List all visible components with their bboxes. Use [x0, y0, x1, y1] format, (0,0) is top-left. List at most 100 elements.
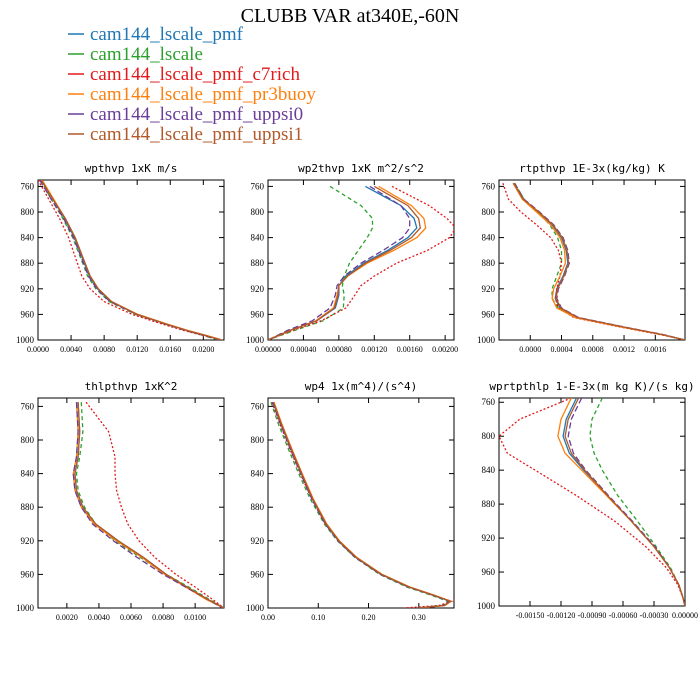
x-tick-label: -0.00030 — [640, 611, 669, 620]
y-tick-label: 760 — [482, 397, 496, 407]
x-tick-label: 0.00000 — [672, 611, 698, 620]
y-tick-label: 760 — [251, 181, 265, 191]
series-line-cam144-lscale-pmf-uppsi1 — [74, 402, 224, 608]
series-line-cam144-lscale — [270, 401, 450, 608]
x-tick-label: 0.0100 — [184, 613, 206, 622]
x-tick-label: 0.00000 — [255, 345, 281, 354]
series-line-cam144-lscale-pmf-c7rich — [502, 182, 685, 340]
y-tick-label: 800 — [482, 431, 496, 441]
y-tick-label: 800 — [482, 207, 496, 217]
series-line-cam144-lscale-pmf-uppsi1 — [272, 401, 452, 608]
y-tick-label: 920 — [21, 536, 35, 546]
panel-title: wprtpthlp 1-E-3x(m kg K)/(s kg) — [489, 380, 694, 393]
y-tick-label: 760 — [21, 181, 35, 191]
y-tick-label: 920 — [251, 536, 265, 546]
legend-label: cam144_lscale_pmf_c7rich — [90, 64, 300, 85]
plot-frame — [37, 397, 225, 609]
series-line-cam144-lscale-pmf — [272, 401, 452, 608]
y-tick-label: 800 — [251, 435, 265, 445]
x-tick-label: 0.0080 — [152, 613, 174, 622]
y-tick-label: 840 — [482, 465, 496, 475]
chart-panel: wprtpthlp 1-E-3x(m kg K)/(s kg) 760 800 840… — [477, 380, 698, 620]
chart-panel: wp4 1x(m^4)/(s^4)76080084088092096010000… — [246, 380, 455, 622]
x-tick-label: 0.00160 — [397, 345, 423, 354]
plot-frame — [37, 179, 225, 341]
x-tick-label: 0.0060 — [120, 613, 142, 622]
legend: cam144_lscale_pmfcam144_lscalecam144_lsc… — [68, 24, 316, 145]
legend-item: cam144_lscale_pmf — [68, 24, 244, 45]
series-line-cam144-lscale-pmf-c7rich — [85, 401, 224, 608]
x-tick-label: 0.30 — [412, 613, 426, 622]
series-line-cam144-lscale-pmf — [268, 185, 418, 340]
series-group — [502, 182, 685, 340]
y-tick-label: 760 — [482, 181, 496, 191]
series-line-cam144-lscale-pmf-c7rich — [38, 180, 221, 340]
y-tick-label: 840 — [21, 233, 35, 243]
plot-frame — [267, 179, 455, 341]
y-tick-label: 760 — [251, 401, 265, 411]
panel-title: wpthvp 1xK m/s — [85, 162, 178, 175]
panels: wpthvp 1xK m/s76080084088092096010000.00… — [16, 162, 698, 622]
x-tick-label: 0.00200 — [432, 345, 458, 354]
series-line-cam144-lscale-pmf-pr3buoy — [557, 398, 685, 606]
legend-item: cam144_lscale_pmf_c7rich — [68, 64, 300, 85]
series-line-cam144-lscale-pmf-uppsi0 — [72, 402, 223, 608]
series-line-cam144-lscale-pmf — [512, 182, 685, 340]
series-line-cam144-lscale-pmf-pr3buoy — [512, 182, 685, 340]
legend-label: cam144_lscale_pmf_pr3buoy — [90, 84, 316, 105]
series-line-cam144-lscale-pmf-uppsi0 — [39, 180, 221, 340]
panel-title: wp4 1x(m^4)/(s^4) — [305, 380, 418, 393]
plot-frame — [498, 179, 686, 341]
x-tick-label: 0.0040 — [88, 613, 110, 622]
series-line-cam144-lscale-pmf-uppsi1 — [513, 182, 685, 340]
chart-panel: rtpthvp 1E-3x(kg/kg) K 760 800 840 880 920 960… — [477, 162, 686, 354]
panel-title: thlpthvp 1xK^2 — [85, 380, 178, 393]
panel-title: wp2thvp 1xK m^2/s^2 — [298, 162, 424, 175]
y-tick-label: 960 — [21, 569, 35, 579]
x-tick-label: 0.0080 — [93, 345, 115, 354]
series-line-cam144-lscale-pmf-uppsi1 — [268, 185, 421, 340]
x-tick-label: 0.00040 — [290, 345, 316, 354]
y-tick-label: 920 — [251, 284, 265, 294]
x-tick-label: 0.0200 — [192, 345, 214, 354]
x-tick-label: 0.0008 — [582, 345, 604, 354]
y-tick-label: 800 — [21, 207, 35, 217]
legend-label: cam144_lscale_pmf_uppsi0 — [90, 104, 303, 125]
legend-label: cam144_lscale — [90, 44, 203, 65]
series-line-cam144-lscale-pmf — [562, 398, 685, 606]
legend-label: cam144_lscale_pmf — [90, 24, 244, 45]
plot-frame — [498, 397, 686, 607]
y-tick-label: 800 — [21, 435, 35, 445]
y-tick-label: 960 — [482, 567, 496, 577]
y-tick-label: 800 — [251, 207, 265, 217]
x-tick-label: 0.00 — [261, 613, 275, 622]
x-tick-label: 0.0000 — [519, 345, 541, 354]
series-line-cam144-lscale-pmf-pr3buoy — [273, 401, 453, 608]
series-line-cam144-lscale-pmf-c7rich — [499, 398, 685, 606]
series-group — [499, 398, 685, 606]
series-line-cam144-lscale-pmf-uppsi0 — [514, 182, 685, 340]
series-line-cam144-lscale-pmf-pr3buoy — [268, 185, 427, 340]
chart-panel: wpthvp 1xK m/s76080084088092096010000.00… — [16, 162, 225, 354]
series-line-cam144-lscale-pmf-pr3buoy — [41, 180, 223, 340]
chart-panel: thlpthvp 1xK^2 760 800 840 880 920 960 1000 0.00… — [16, 380, 225, 622]
series-group — [38, 180, 223, 340]
y-tick-label: 880 — [482, 499, 496, 509]
chart-panel: wp2thvp 1xK m^2/s^2 760 800 840 880 920 960 100… — [246, 162, 458, 354]
x-tick-label: 0.00080 — [326, 345, 352, 354]
series-group — [270, 401, 454, 608]
x-tick-label: -0.00120 — [547, 611, 576, 620]
x-tick-label: 0.0120 — [126, 345, 148, 354]
figure-title: CLUBB VAR at340E,-60N — [241, 5, 460, 27]
y-tick-label: 760 — [21, 401, 35, 411]
series-line-cam144-lscale-pmf — [40, 180, 222, 340]
x-tick-label: 0.0004 — [551, 345, 573, 354]
series-line-cam144-lscale-pmf-c7rich — [271, 401, 454, 608]
series-line-cam144-lscale-pmf-c7rich — [268, 185, 454, 340]
x-tick-label: -0.00150 — [516, 611, 545, 620]
y-tick-label: 840 — [21, 469, 35, 479]
series-line-cam144-lscale — [39, 180, 219, 340]
y-tick-label: 920 — [482, 284, 496, 294]
y-tick-label: 880 — [251, 502, 265, 512]
x-tick-label: -0.00060 — [609, 611, 638, 620]
